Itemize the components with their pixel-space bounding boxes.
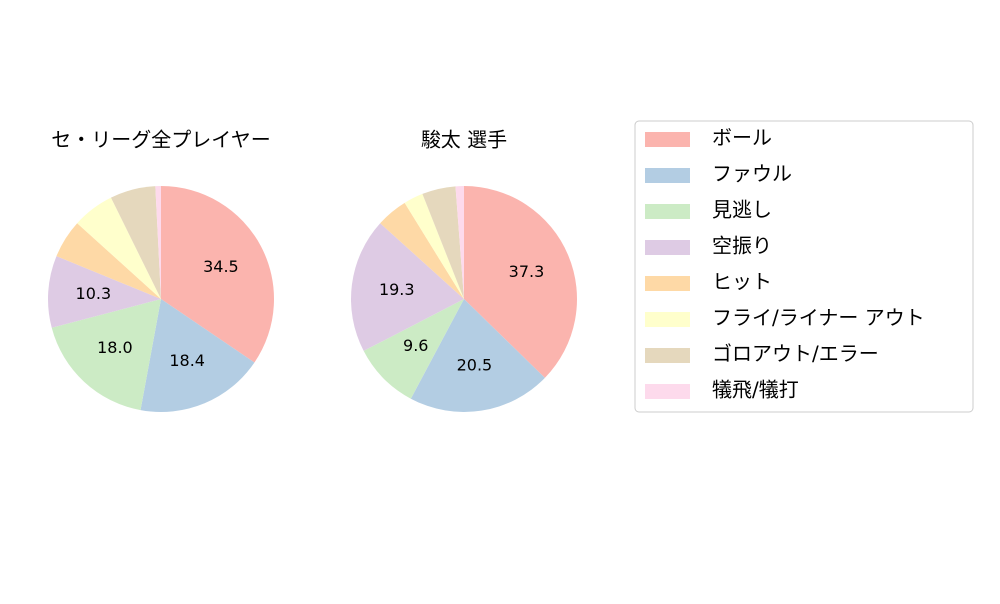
legend-swatch: [645, 132, 690, 147]
pie-slice: [363, 299, 464, 399]
slice-label: 20.5: [457, 355, 493, 374]
legend-label: 見逃し: [712, 198, 772, 222]
chart-title: セ・リーグ全プレイヤー: [51, 128, 270, 152]
pie-slice: [380, 202, 464, 299]
legend-swatch: [645, 240, 690, 255]
legend-label: 空振り: [712, 234, 772, 258]
pie-slice: [404, 193, 464, 299]
legend-swatch: [645, 384, 690, 399]
pie-slice: [140, 299, 255, 412]
pie-slice: [77, 197, 161, 299]
legend-swatch: [645, 204, 690, 219]
slice-label: 19.3: [379, 280, 415, 299]
pie-slice: [161, 186, 274, 363]
slice-label: 18.0: [97, 338, 133, 357]
legend-swatch: [645, 348, 690, 363]
pie-slice: [155, 186, 161, 299]
pie-slice: [410, 299, 545, 412]
pie-slice: [464, 186, 577, 378]
slice-label: 10.3: [76, 284, 112, 303]
chart-title: 駿太 選手: [421, 128, 507, 152]
slice-label: 37.3: [509, 262, 545, 281]
slice-label: 18.4: [169, 351, 205, 370]
legend-label: ボール: [712, 126, 772, 150]
slice-label: 9.6: [403, 336, 428, 355]
pie-slice: [455, 186, 464, 299]
pie-slice: [51, 299, 161, 411]
pie-slice: [351, 223, 464, 351]
legend-label: ゴロアウト/エラー: [712, 342, 879, 366]
pie-slice: [56, 223, 161, 299]
legend-label: ヒット: [712, 270, 772, 294]
pie-slice: [110, 186, 161, 299]
legend-swatch: [645, 276, 690, 291]
legend-label: 犠飛/犠打: [712, 378, 799, 402]
pie-slice: [47, 256, 161, 328]
legend-box: [634, 120, 974, 413]
legend-swatch: [645, 312, 690, 327]
legend-swatch: [645, 168, 690, 183]
pie-slice: [422, 186, 464, 299]
legend-label: フライ/ライナー アウト: [712, 306, 925, 330]
legend-label: ファウル: [712, 162, 792, 186]
slice-label: 34.5: [203, 257, 239, 276]
